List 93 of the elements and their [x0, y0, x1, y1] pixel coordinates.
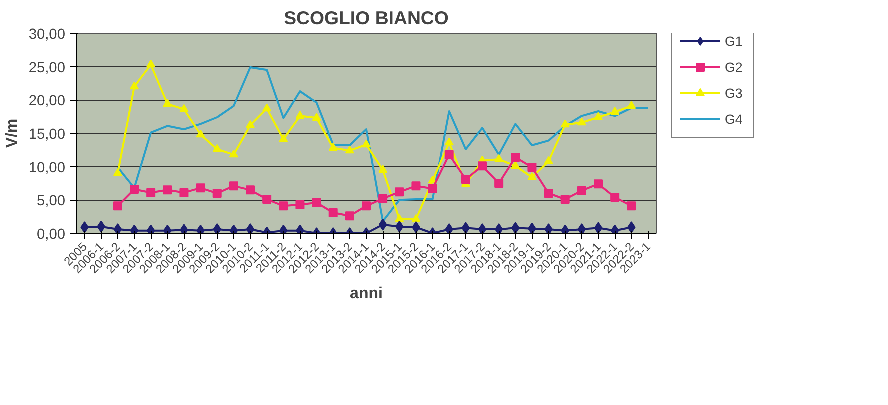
- point: [328, 208, 338, 218]
- point: [494, 224, 504, 234]
- point: [627, 101, 636, 109]
- point: [296, 200, 305, 210]
- point: [296, 111, 305, 119]
- point: [213, 224, 222, 234]
- point: [212, 144, 222, 152]
- point: [610, 107, 620, 115]
- point: [544, 224, 553, 234]
- legend-label: G3: [725, 86, 744, 100]
- point: [560, 195, 570, 204]
- point: [445, 224, 454, 234]
- y-axis-title: V/m: [4, 118, 21, 148]
- point: [246, 120, 255, 128]
- point: [610, 193, 620, 202]
- point: [80, 222, 89, 234]
- point: [328, 143, 338, 151]
- point: [412, 182, 421, 191]
- point: [627, 222, 636, 234]
- point: [262, 195, 272, 204]
- point: [594, 112, 603, 120]
- point: [130, 82, 139, 90]
- point: [412, 222, 420, 234]
- point: [560, 120, 570, 128]
- point: [478, 162, 487, 171]
- point: [196, 130, 206, 138]
- y-tick-label: 0,00: [36, 227, 66, 243]
- point: [180, 188, 189, 198]
- point: [528, 222, 536, 234]
- point: [97, 220, 106, 233]
- point: [378, 218, 388, 231]
- point: [229, 182, 238, 191]
- point: [395, 220, 404, 233]
- point: [279, 202, 288, 211]
- legend-label: G4: [725, 112, 744, 126]
- point: [146, 60, 156, 68]
- point: [312, 198, 322, 208]
- point: [462, 222, 470, 234]
- point: [444, 150, 454, 160]
- point: [279, 134, 288, 142]
- legend-label: G2: [725, 60, 744, 74]
- legend-label: G1: [725, 34, 744, 48]
- point: [577, 118, 586, 126]
- point: [494, 179, 504, 188]
- point: [494, 154, 504, 162]
- point: [478, 224, 487, 234]
- point: [146, 188, 156, 198]
- point: [412, 214, 421, 222]
- point: [246, 186, 255, 195]
- x-axis-title: anni: [350, 285, 383, 302]
- point: [528, 163, 537, 172]
- point: [378, 165, 388, 173]
- point: [444, 138, 454, 146]
- point: [130, 185, 139, 194]
- y-tick-label: 10,00: [28, 160, 66, 176]
- point: [229, 150, 238, 158]
- point: [395, 214, 404, 222]
- point: [345, 146, 354, 154]
- point: [395, 188, 404, 197]
- chart-title: SCOGLIO BIANCO: [284, 8, 449, 28]
- y-tick-label: 15,00: [28, 127, 66, 143]
- point: [578, 224, 586, 234]
- point: [428, 184, 438, 194]
- point: [180, 104, 189, 112]
- y-tick-label: 25,00: [28, 60, 66, 76]
- point: [577, 186, 586, 196]
- point: [113, 168, 122, 176]
- y-tick-label: 30,00: [28, 27, 66, 43]
- point: [627, 202, 636, 211]
- point: [594, 222, 603, 234]
- point: [345, 212, 354, 221]
- point: [212, 189, 222, 198]
- point: [114, 224, 122, 234]
- point: [262, 104, 272, 112]
- point: [594, 180, 603, 189]
- point: [528, 172, 537, 180]
- point: [196, 184, 206, 193]
- point: [511, 153, 520, 162]
- point: [362, 202, 371, 211]
- point: [312, 113, 322, 121]
- point: [113, 202, 122, 211]
- y-tick-label: 20,00: [28, 94, 66, 110]
- point: [544, 189, 554, 198]
- point: [511, 222, 520, 234]
- point: [163, 186, 172, 195]
- point: [461, 175, 470, 184]
- point: [511, 161, 520, 169]
- point: [362, 140, 371, 148]
- y-tick-label: 5,00: [36, 194, 66, 210]
- point: [246, 224, 255, 234]
- point: [544, 156, 554, 164]
- point: [378, 194, 388, 204]
- point: [163, 99, 172, 107]
